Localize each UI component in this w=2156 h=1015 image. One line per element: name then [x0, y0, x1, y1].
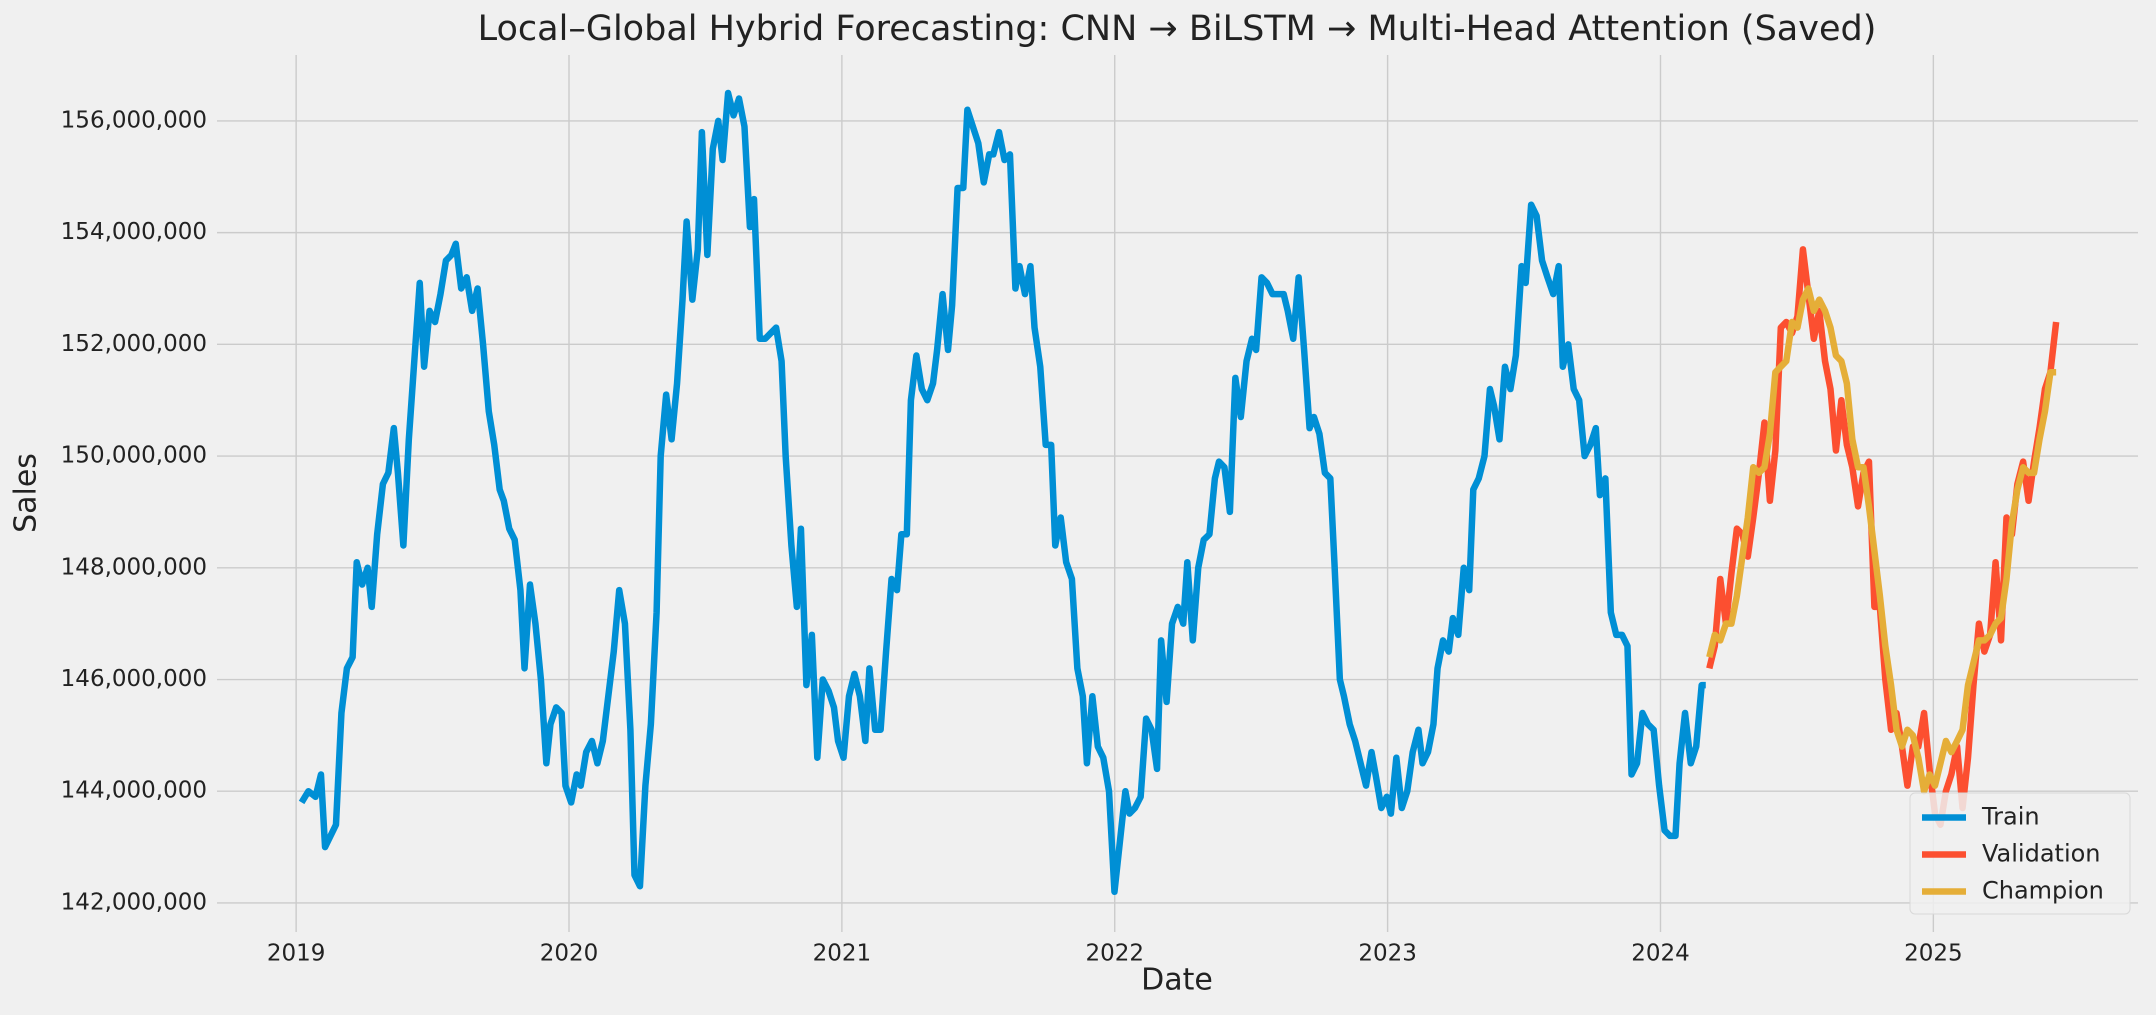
series-line: [298, 89, 1706, 896]
y-tick-label: 156,000,000: [61, 107, 207, 133]
y-tick-label: 142,000,000: [61, 889, 207, 915]
y-tick-label: 144,000,000: [61, 778, 207, 804]
y-tick-label: 152,000,000: [61, 331, 207, 357]
legend-label: Champion: [1982, 877, 2104, 905]
y-tick-label: 154,000,000: [61, 219, 207, 245]
x-tick-label: 2023: [1358, 941, 1417, 967]
x-tick-label: 2025: [1904, 941, 1963, 967]
legend: Train Validation Champion: [1909, 792, 2131, 915]
x-tick-label: 2021: [813, 941, 872, 967]
y-axis-label: Sales: [9, 453, 44, 533]
legend-label: Train: [1981, 803, 2040, 831]
x-tick-label: 2024: [1631, 941, 1690, 967]
x-tick-label: 2019: [267, 941, 326, 967]
chart-title: Local–Global Hybrid Forecasting: CNN → B…: [478, 9, 1877, 49]
x-tick-label: 2022: [1085, 941, 1144, 967]
legend-box: [1909, 792, 2131, 915]
y-tick-label: 148,000,000: [61, 554, 207, 580]
series-line: [1706, 285, 2057, 795]
x-tick-label: 2020: [540, 941, 599, 967]
y-tick-label: 150,000,000: [61, 443, 207, 469]
legend-label: Validation: [1982, 840, 2101, 868]
x-axis-label: Date: [1141, 963, 1213, 998]
y-tick-label: 146,000,000: [61, 666, 207, 692]
